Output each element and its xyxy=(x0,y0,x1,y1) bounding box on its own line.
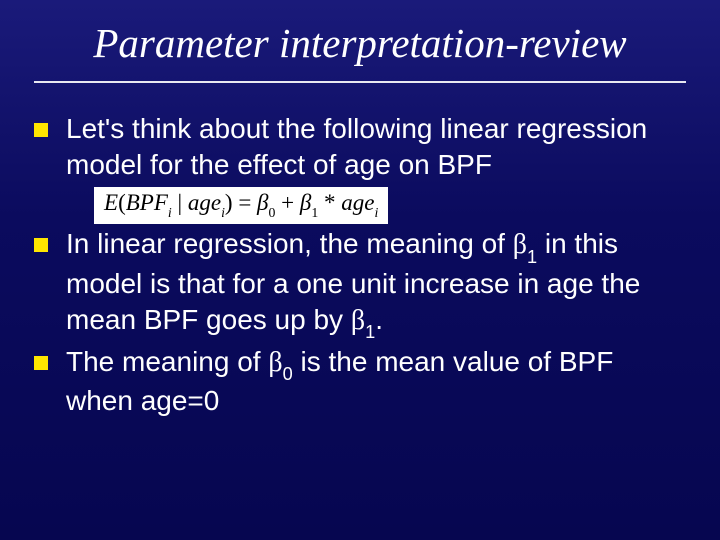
beta-subscript: 1 xyxy=(527,247,537,267)
beta-symbol: β xyxy=(513,229,527,260)
eq-times: * xyxy=(318,190,341,215)
eq-bar: | xyxy=(172,190,188,215)
beta-symbol: β xyxy=(268,347,282,378)
bullet-text-pre: The meaning of xyxy=(66,346,268,377)
eq-sub-1: 1 xyxy=(311,205,318,220)
list-item: Let's think about the following linear r… xyxy=(34,111,686,224)
beta-subscript: 1 xyxy=(365,322,375,342)
eq-open: ( xyxy=(118,190,126,215)
eq-age: age xyxy=(341,190,374,215)
eq-sub-i: i xyxy=(168,205,172,220)
eq-close-eq: ) = xyxy=(225,190,257,215)
bullet-text-post: . xyxy=(375,304,383,335)
body-content: Let's think about the following linear r… xyxy=(34,111,686,419)
list-item: In linear regression, the meaning of β1 … xyxy=(34,226,686,342)
eq-sub-i: i xyxy=(375,205,379,220)
eq-beta: β xyxy=(257,190,268,215)
title-divider xyxy=(34,81,686,83)
page-title: Parameter interpretation-review xyxy=(34,20,686,81)
eq-sub-0: 0 xyxy=(269,205,276,220)
bullet-text-pre: In linear regression, the meaning of xyxy=(66,228,513,259)
equation: E(BPFi | agei) = β0 + β1 * agei xyxy=(94,187,388,224)
slide: Parameter interpretation-review Let's th… xyxy=(0,0,720,540)
eq-beta: β xyxy=(300,190,311,215)
eq-sub-i: i xyxy=(221,205,225,220)
bullet-text: Let's think about the following linear r… xyxy=(66,113,647,180)
list-item: The meaning of β0 is the mean value of B… xyxy=(34,344,686,420)
eq-age: age xyxy=(188,190,221,215)
eq-bpf: BPF xyxy=(126,190,168,215)
eq-E: E xyxy=(104,190,118,215)
beta-subscript: 0 xyxy=(283,364,293,384)
eq-plus: + xyxy=(275,190,299,215)
beta-symbol: β xyxy=(351,305,365,336)
